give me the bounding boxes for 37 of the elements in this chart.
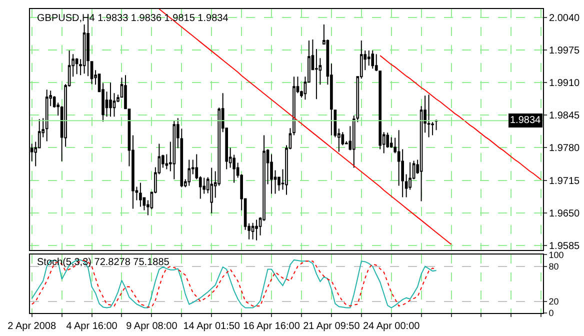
y-tick-label: 2.0040 (549, 13, 580, 24)
y-tick-label: 20 (548, 296, 559, 306)
ref-line-label: 1.9834 (510, 115, 542, 126)
y-tick-label: 1.9650 (549, 208, 580, 220)
y-tick-label: 1.9780 (549, 143, 580, 154)
y-tick-label: 1.9975 (549, 46, 580, 57)
candlestick (434, 120, 438, 131)
candlestick (139, 182, 142, 208)
candlestick (255, 219, 258, 241)
x-tick-label: 16 Apr 16:00 (243, 321, 300, 332)
y-tick-label: 100 (548, 250, 564, 260)
y-tick-label: 80 (548, 262, 559, 272)
y-tick-label: 1.9910 (549, 78, 580, 90)
x-tick-label: 24 Apr 00:00 (362, 321, 420, 332)
candlestick (367, 50, 370, 66)
candlestick (210, 167, 214, 214)
candlestick (82, 24, 86, 74)
x-tick-label: 9 Apr 08:00 (126, 321, 178, 332)
candlestick (75, 58, 78, 75)
candlestick (251, 222, 254, 240)
x-tick-label: 2 Apr 2008 (8, 321, 56, 332)
y-tick-label: 1.9715 (549, 176, 580, 187)
x-tick-label: 4 Apr 16:00 (66, 321, 118, 332)
y-tick-label: 1.9845 (549, 110, 580, 122)
candlestick (371, 50, 374, 70)
candlestick (188, 159, 191, 186)
candlestick (109, 82, 112, 118)
candlestick (45, 89, 48, 142)
candlestick (90, 61, 94, 85)
x-tick-label: 21 Apr 09:50 (303, 321, 360, 332)
y-tick-label: 0 (548, 308, 554, 318)
candlestick (172, 120, 176, 180)
x-tick-label: 14 Apr 01:50 (183, 321, 240, 332)
line-series (380, 55, 542, 180)
y-tick-label: 1.9585 (549, 240, 580, 252)
candlestick (427, 94, 430, 138)
candlestick (292, 76, 296, 136)
